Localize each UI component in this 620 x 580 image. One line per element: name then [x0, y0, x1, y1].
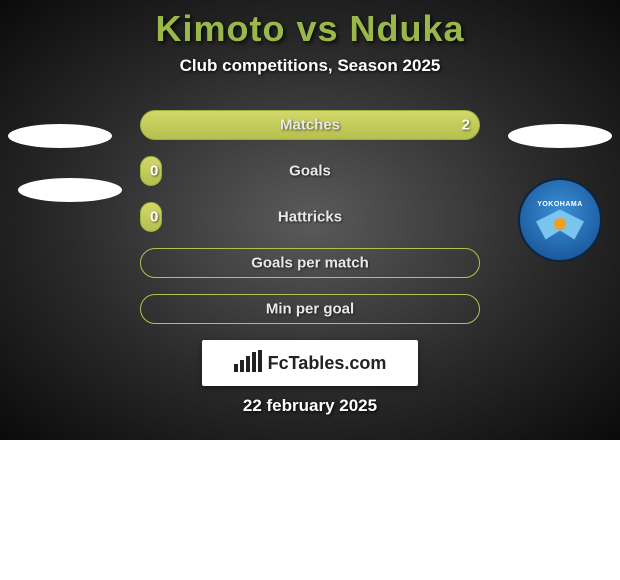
stat-bar — [140, 110, 480, 140]
club-crest-ball-icon — [554, 218, 566, 230]
comparison-card: Kimoto vs Nduka Club competitions, Seaso… — [0, 0, 620, 440]
stats-rows: Matches2Goals0Hattricks0Goals per matchM… — [140, 110, 480, 324]
stat-row: Matches2 — [140, 110, 480, 140]
brand-name: FcTables.com — [268, 353, 387, 374]
page-title: Kimoto vs Nduka — [0, 8, 620, 50]
page-subtitle: Club competitions, Season 2025 — [0, 56, 620, 76]
player2-avatar — [508, 124, 612, 148]
stat-row: Goals0 — [140, 156, 480, 186]
stat-row: Hattricks0 — [140, 202, 480, 232]
stat-label: Hattricks — [140, 209, 480, 226]
player1-avatar — [8, 124, 112, 148]
stat-bar — [140, 248, 480, 278]
stat-bar — [140, 294, 480, 324]
player1-club-avatar — [18, 178, 122, 202]
stat-value-left: 0 — [150, 209, 158, 226]
brand-bars-icon — [234, 350, 262, 372]
brand-badge[interactable]: FcTables.com — [202, 340, 418, 386]
club-crest-label: YOKOHAMA — [530, 201, 590, 208]
stat-value-right: 2 — [462, 117, 470, 134]
club-crest-wings-icon — [536, 210, 584, 240]
footer-date: 22 february 2025 — [0, 396, 620, 416]
stat-value-left: 0 — [150, 163, 158, 180]
stat-row: Goals per match — [140, 248, 480, 278]
stat-label: Goals — [140, 163, 480, 180]
stat-row: Min per goal — [140, 294, 480, 324]
player2-club-crest: YOKOHAMA — [518, 178, 602, 262]
